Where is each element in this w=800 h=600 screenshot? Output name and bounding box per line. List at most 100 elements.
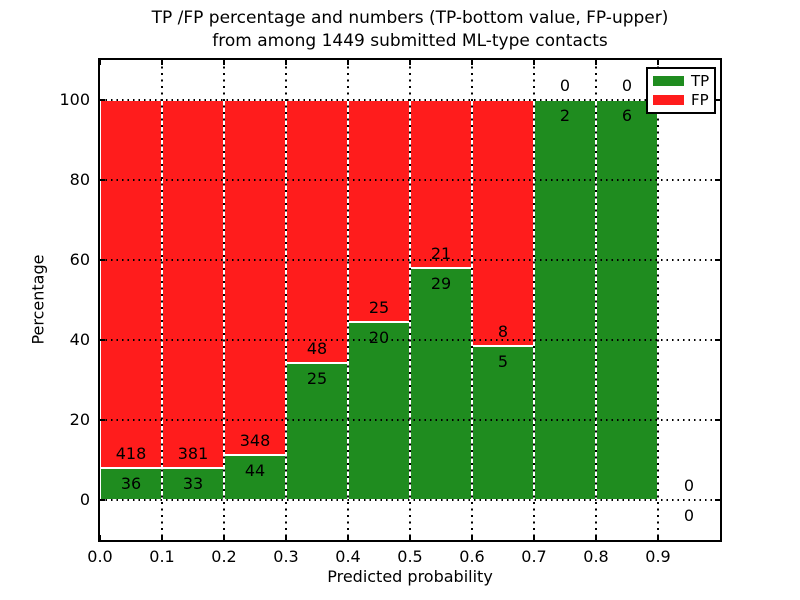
fp-count-label-0.8-0.9: 0 bbox=[621, 76, 633, 95]
gridline-x-0.2 bbox=[223, 60, 225, 540]
chart-title: TP /FP percentage and numbers (TP-bottom… bbox=[100, 7, 720, 53]
fp-swatch-icon bbox=[653, 94, 684, 105]
bar-fp-0.2-0.3 bbox=[224, 100, 286, 456]
xtick-top-0.4 bbox=[347, 60, 349, 65]
xtick-label-0.4: 0.4 bbox=[335, 547, 361, 566]
xtick-bottom-0.4 bbox=[347, 535, 349, 540]
xtick-top-0.6 bbox=[471, 60, 473, 65]
xtick-top-0.3 bbox=[285, 60, 287, 65]
legend-label-tp: TP bbox=[691, 72, 710, 91]
ytick-label-40: 40 bbox=[69, 330, 90, 349]
legend: TP FP bbox=[646, 67, 716, 114]
fp-count-label-0.7-0.8: 0 bbox=[559, 76, 571, 95]
ytick-right-100 bbox=[715, 99, 720, 101]
fp-count-label-0.3-0.4: 48 bbox=[306, 339, 328, 359]
xtick-bottom-0.7 bbox=[533, 535, 535, 540]
chart-title-line1: TP /FP percentage and numbers (TP-bottom… bbox=[151, 8, 669, 28]
xtick-bottom-0.0 bbox=[99, 535, 101, 540]
ytick-label-60: 60 bbox=[69, 250, 90, 269]
gridline-x-0.9 bbox=[657, 60, 659, 540]
gridline-x-0.4 bbox=[347, 60, 349, 540]
ytick-left-60 bbox=[100, 259, 105, 261]
xtick-bottom-0.8 bbox=[595, 535, 597, 540]
xtick-top-0.0 bbox=[99, 60, 101, 65]
xtick-label-0.6: 0.6 bbox=[459, 547, 485, 566]
xtick-label-0.1: 0.1 bbox=[149, 547, 175, 566]
ytick-left-80 bbox=[100, 179, 105, 181]
chart-title-line2: from among 1449 submitted ML-type contac… bbox=[212, 31, 608, 51]
xtick-label-0.9: 0.9 bbox=[645, 547, 671, 566]
gridline-y-20 bbox=[100, 419, 720, 421]
legend-entry-fp: FP bbox=[653, 92, 709, 108]
ytick-right-40 bbox=[715, 339, 720, 341]
ytick-left-100 bbox=[100, 99, 105, 101]
ytick-right-20 bbox=[715, 419, 720, 421]
fp-count-label-0.1-0.2: 381 bbox=[177, 444, 209, 463]
xtick-top-0.8 bbox=[595, 60, 597, 65]
xtick-top-0.5 bbox=[409, 60, 411, 65]
tp-count-label-0.4-0.5: 20 bbox=[368, 328, 390, 348]
tp-swatch-icon bbox=[653, 76, 684, 87]
tp-count-label-0.9-1: 0 bbox=[683, 506, 695, 525]
fp-count-label-0.9-1: 0 bbox=[683, 476, 695, 495]
bar-fp-0.1-0.2 bbox=[162, 100, 224, 468]
xtick-bottom-0.6 bbox=[471, 535, 473, 540]
gridline-x-0.7 bbox=[533, 60, 535, 540]
xtick-label-0.2: 0.2 bbox=[211, 547, 237, 566]
gridline-x-0.6 bbox=[471, 60, 473, 540]
xtick-bottom-0.1 bbox=[161, 535, 163, 540]
ytick-label-80: 80 bbox=[69, 170, 90, 189]
gridline-y-60 bbox=[100, 259, 720, 261]
tp-count-label-0.6-0.7: 5 bbox=[497, 352, 509, 371]
bar-fp-0.3-0.4 bbox=[286, 100, 348, 364]
tp-count-label-0.8-0.9: 6 bbox=[621, 106, 633, 125]
bar-fp-0.4-0.5 bbox=[348, 100, 410, 323]
bar-tp-0.8-0.9 bbox=[596, 100, 658, 500]
gridline-x-0.8 bbox=[595, 60, 597, 540]
y-axis-label: Percentage bbox=[28, 254, 48, 345]
gridline-y-100 bbox=[100, 99, 720, 101]
tp-count-label-0.5-0.6: 29 bbox=[430, 274, 452, 293]
fp-count-label-0.5-0.6: 21 bbox=[430, 244, 452, 263]
ytick-right-0 bbox=[715, 499, 720, 501]
xtick-label-0.7: 0.7 bbox=[521, 547, 547, 566]
x-axis-label: Predicted probability bbox=[327, 567, 493, 586]
ytick-label-100: 100 bbox=[59, 90, 90, 109]
ytick-left-20 bbox=[100, 419, 105, 421]
gridline-y-0 bbox=[100, 499, 720, 501]
tp-count-label-0.1-0.2: 33 bbox=[182, 474, 204, 493]
bar-fp-0-0.1 bbox=[100, 100, 162, 469]
xtick-top-0.9 bbox=[657, 60, 659, 65]
ytick-right-80 bbox=[715, 179, 720, 181]
xtick-label-0.5: 0.5 bbox=[397, 547, 423, 566]
bar-fp-0.5-0.6 bbox=[410, 100, 472, 268]
xtick-bottom-0.5 bbox=[409, 535, 411, 540]
fp-count-label-0.6-0.7: 8 bbox=[497, 322, 509, 341]
tp-count-label-0.2-0.3: 44 bbox=[244, 461, 266, 481]
ytick-left-0 bbox=[100, 499, 105, 501]
legend-entry-tp: TP bbox=[653, 73, 709, 89]
ytick-label-20: 20 bbox=[69, 410, 90, 429]
gridline-x-0.5 bbox=[409, 60, 411, 540]
xtick-label-0.8: 0.8 bbox=[583, 547, 609, 566]
gridline-x-0.3 bbox=[285, 60, 287, 540]
plot-area: 418 36 381 33 348 44 48 25 25 20 21 29 8 5 0 2 0 6 0 0 bbox=[99, 60, 720, 540]
fp-count-label-0.4-0.5: 25 bbox=[368, 298, 390, 318]
ytick-label-0: 0 bbox=[79, 490, 90, 509]
bar-tp-0.4-0.5 bbox=[348, 322, 410, 500]
bar-tp-0.3-0.4 bbox=[286, 363, 348, 500]
xtick-bottom-0.3 bbox=[285, 535, 287, 540]
xtick-label-0.3: 0.3 bbox=[273, 547, 299, 566]
ytick-right-60 bbox=[715, 259, 720, 261]
fp-count-label-0-0.1: 418 bbox=[115, 444, 147, 464]
bar-tp-0.7-0.8 bbox=[534, 100, 596, 500]
legend-label-fp: FP bbox=[691, 90, 709, 109]
ytick-left-40 bbox=[100, 339, 105, 341]
gridline-x-0.1 bbox=[161, 60, 163, 540]
xtick-top-0.7 bbox=[533, 60, 535, 65]
tp-count-label-0-0.1: 36 bbox=[120, 474, 142, 494]
xtick-label-0.0: 0.0 bbox=[87, 547, 113, 566]
xtick-top-0.1 bbox=[161, 60, 163, 65]
xtick-bottom-0.9 bbox=[657, 535, 659, 540]
